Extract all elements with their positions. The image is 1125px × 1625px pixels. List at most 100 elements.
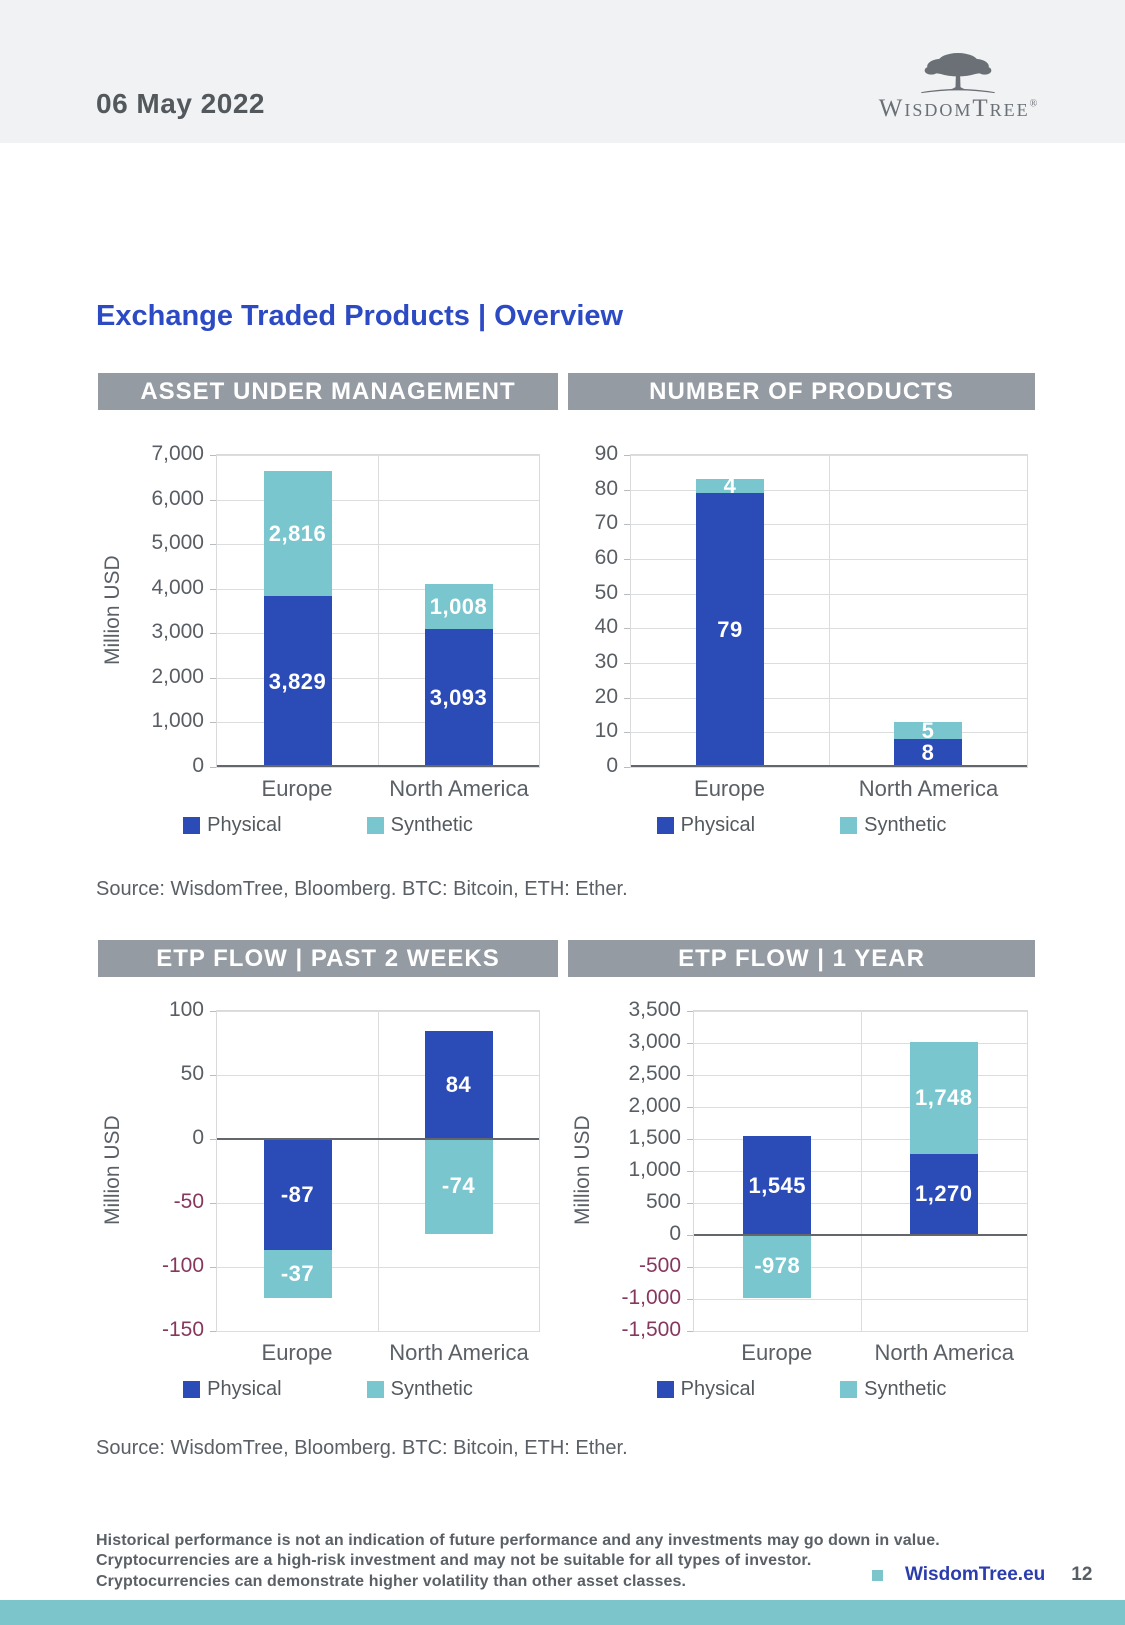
- wisdomtree-logo: WisdomTree®: [873, 48, 1043, 123]
- y-tick-label: 2,500: [628, 1062, 681, 1085]
- chart-number-of-products: NUMBER OF PRODUCTS 90 80 70 60 50 40 30 20 10 0 7…: [568, 373, 1035, 840]
- chart-canvas: Million USD 100 50 0 -50 -100 -150 -87 -37 84 -7…: [98, 998, 558, 1341]
- y-tick-label: 0: [606, 754, 618, 777]
- tick-mark: [687, 1203, 693, 1204]
- bar-value-label: 1,270: [914, 1181, 973, 1207]
- wisdomtree-logo-text: WisdomTree®: [873, 95, 1043, 123]
- bar-segment-synthetic: -978: [743, 1235, 812, 1298]
- x-axis-labels: Europe North America: [630, 768, 1028, 810]
- y-tick-label: 3,000: [151, 620, 204, 644]
- gridline: [631, 767, 1027, 768]
- zero-axis-line: [631, 765, 1027, 767]
- plot-area: 79 4 8 5: [624, 454, 1028, 768]
- x-category-label: Europe: [261, 776, 333, 801]
- legend-item-physical: Physical: [656, 1378, 755, 1401]
- chart-etp-flow-1-year: ETP FLOW | 1 YEAR Million USD 3,500 3,000…: [568, 940, 1035, 1404]
- y-axis-ticks: 100 50 0 -50 -100 -150: [128, 998, 216, 1341]
- tick-mark: [210, 677, 216, 679]
- tick-mark: [687, 1107, 693, 1108]
- tick-mark: [210, 1075, 216, 1076]
- tick-mark: [210, 455, 216, 456]
- legend-item-synthetic: Synthetic: [366, 814, 473, 837]
- bar-value-label: -74: [441, 1173, 476, 1199]
- bar-segment-synthetic: 4: [696, 473, 764, 498]
- x-category-label: Europe: [741, 1340, 813, 1365]
- legend-label: Synthetic: [864, 1377, 947, 1400]
- y-tick-label: 50: [180, 1062, 204, 1085]
- y-axis-label: Million USD: [571, 1115, 594, 1225]
- y-tick-label: 70: [594, 511, 618, 535]
- y-tick-label: 20: [594, 684, 618, 708]
- bar-segment-synthetic: -74: [424, 1139, 493, 1234]
- y-tick-label: 1,000: [628, 1158, 681, 1181]
- y-tick-label: -100: [161, 1254, 204, 1277]
- report-date: 06 May 2022: [96, 88, 265, 119]
- tick-mark: [687, 1043, 693, 1044]
- legend-label: Physical: [207, 1377, 282, 1400]
- chart-canvas: Million USD 7,000 6,000 5,000 4,000 3,000 2,0…: [98, 442, 558, 777]
- chart-title-bar: NUMBER OF PRODUCTS: [568, 373, 1035, 410]
- bar-value-label: 79: [717, 617, 743, 643]
- y-tick-label: 1,500: [628, 1126, 681, 1149]
- bar-value-label: 1,545: [748, 1172, 807, 1198]
- legend-marker-physical-icon: [183, 1380, 201, 1398]
- tick-mark: [624, 455, 630, 456]
- tick-mark: [687, 1235, 693, 1236]
- chart-legend: Physical Synthetic: [98, 1374, 558, 1404]
- bar-value-label: -87: [280, 1181, 315, 1207]
- plot-area: 3,829 2,816 3,093 1,008: [210, 454, 540, 768]
- teal-square-icon: [872, 1569, 883, 1581]
- bar-segment-synthetic: 2,816: [263, 470, 332, 597]
- footer-teal-bar: [0, 1600, 1125, 1625]
- y-axis-ticks: 90 80 70 60 50 40 30 20 10 0: [568, 442, 630, 777]
- y-tick-label: 0: [669, 1222, 681, 1245]
- y-tick-label: -50: [173, 1190, 204, 1213]
- y-tick-label: -150: [161, 1318, 204, 1341]
- gridline: [694, 1331, 1027, 1332]
- chart-canvas: Million USD 3,500 3,000 2,500 2,000 1,500 1,0…: [568, 998, 1035, 1341]
- bar-value-label: 4: [723, 473, 737, 499]
- y-tick-label: 2,000: [151, 664, 204, 688]
- chart-asset-under-management: ASSET UNDER MANAGEMENT Million USD 7,000…: [98, 373, 558, 840]
- gridline-vertical: [829, 455, 830, 767]
- bar-segment-physical: 3,093: [424, 629, 493, 767]
- x-axis-labels: Europe North America: [216, 1332, 540, 1374]
- y-axis-ticks: 7,000 6,000 5,000 4,000 3,000 2,000 1,000 0: [128, 442, 216, 777]
- y-tick-label: 90: [594, 442, 618, 465]
- wisdomtree-eu-link[interactable]: WisdomTree.eu: [905, 1564, 1046, 1585]
- bar-segment-physical: 1,270: [909, 1153, 978, 1235]
- y-tick-label: -1,000: [621, 1286, 681, 1309]
- legend-label: Physical: [680, 813, 756, 836]
- tick-mark: [210, 633, 216, 635]
- y-axis-label: Million USD: [101, 555, 124, 665]
- bar-segment-physical: 8: [894, 739, 962, 767]
- gridline-vertical: [860, 1011, 862, 1331]
- tick-mark: [210, 1267, 216, 1268]
- y-tick-label: -1,500: [621, 1318, 681, 1341]
- logo-wordmark: WisdomTree: [878, 95, 1030, 122]
- legend-label: Physical: [207, 813, 282, 836]
- y-tick-label: 4,000: [151, 575, 204, 599]
- y-axis-ticks: 3,500 3,000 2,500 2,000 1,500 1,000 500 0 -500 -1…: [598, 998, 693, 1341]
- tick-mark: [210, 1139, 216, 1140]
- legend-label: Synthetic: [864, 813, 947, 836]
- y-tick-label: 0: [192, 1126, 204, 1149]
- x-axis-labels: Europe North America: [216, 768, 540, 810]
- legend-marker-physical-icon: [656, 1380, 674, 1398]
- chart-etp-flow-past-2-weeks: ETP FLOW | PAST 2 WEEKS Million USD 100 5…: [98, 940, 558, 1404]
- chart-legend: Physical Synthetic: [568, 1374, 1035, 1404]
- tick-mark: [687, 1011, 693, 1012]
- chart-canvas: 90 80 70 60 50 40 30 20 10 0 79 4 8 5: [568, 442, 1035, 777]
- y-tick-label: -500: [638, 1254, 681, 1277]
- tick-mark: [624, 524, 630, 526]
- y-tick-label: 0: [192, 754, 204, 777]
- disclaimer-line: Cryptocurrencies are a high-risk investm…: [96, 1552, 812, 1570]
- chart-title: ASSET UNDER MANAGEMENT: [140, 377, 516, 405]
- legend-item-synthetic: Synthetic: [840, 814, 946, 837]
- x-category-label: Europe: [694, 776, 765, 801]
- legend-item-synthetic: Synthetic: [366, 1378, 473, 1401]
- x-category-label: Europe: [261, 1340, 333, 1365]
- page-number: 12: [1071, 1564, 1093, 1585]
- y-tick-label: 60: [594, 546, 618, 569]
- tick-mark: [210, 588, 216, 590]
